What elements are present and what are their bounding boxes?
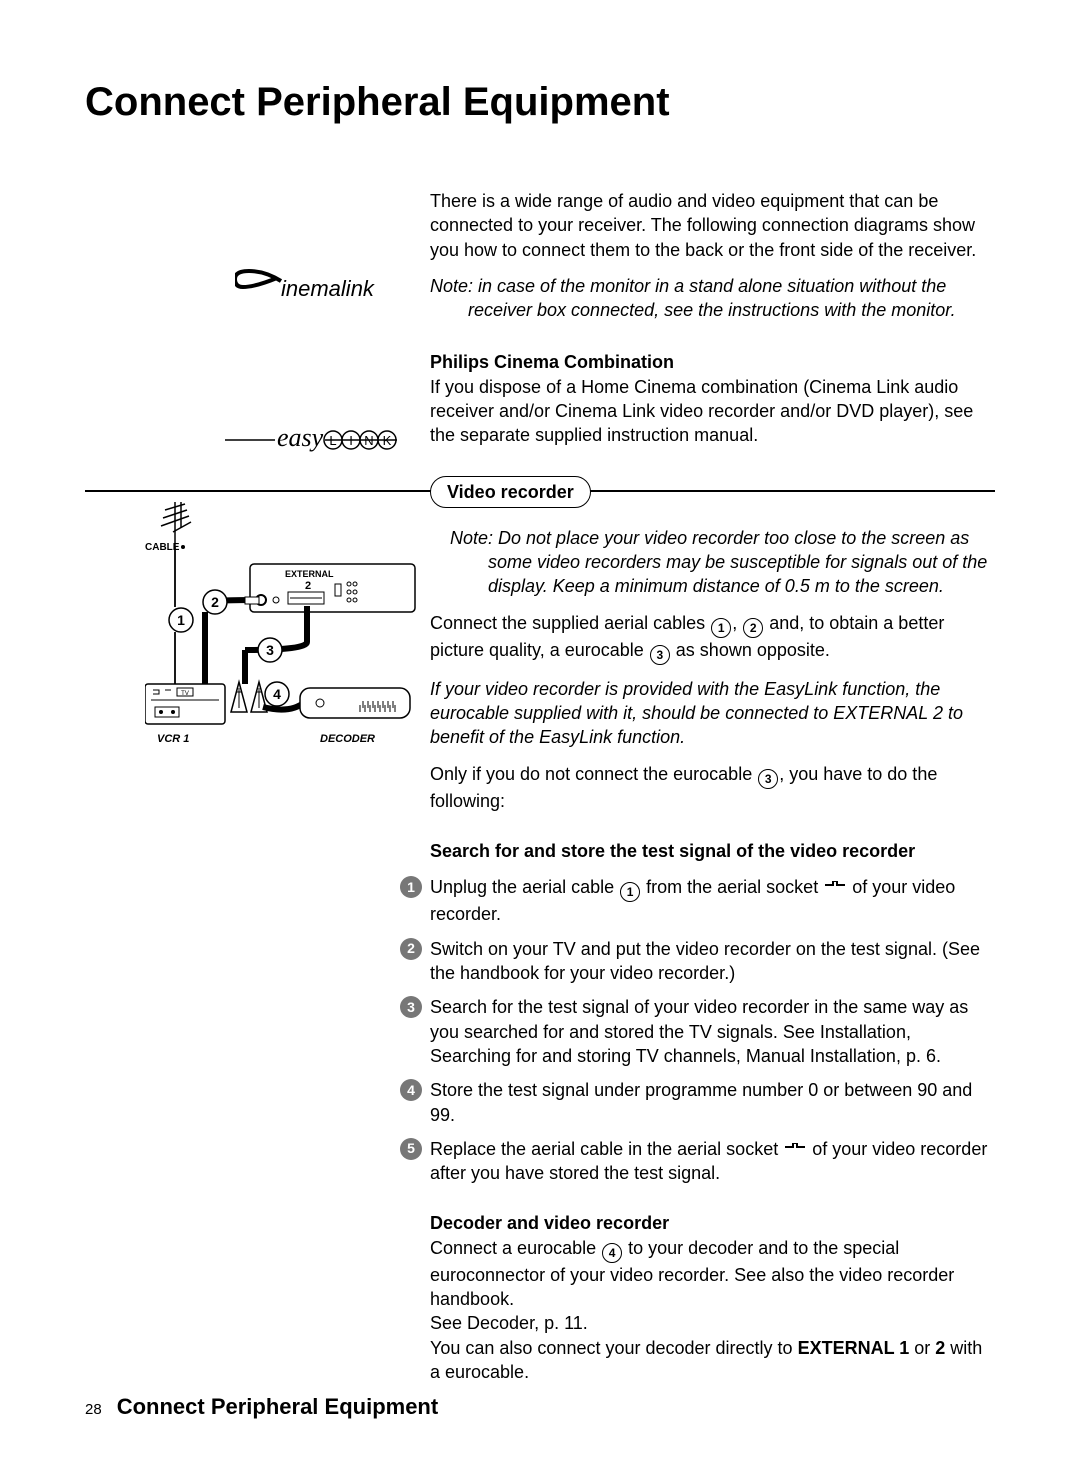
decoder-heading: Decoder and video recorder (430, 1213, 669, 1233)
video-recorder-heading: Video recorder (430, 476, 591, 508)
step-3: 3 Search for the test signal of your vid… (430, 995, 995, 1068)
vr-note: Note: Do not place your video recorder t… (450, 526, 995, 599)
step-bullet-icon: 2 (400, 938, 422, 960)
aerial-socket-icon (825, 881, 845, 895)
page-number: 28 (85, 1401, 102, 1418)
aerial-instruction: Connect the supplied aerial cables 1, 2 … (430, 611, 995, 665)
step-2: 2 Switch on your TV and put the video re… (430, 937, 995, 986)
intro-paragraph: There is a wide range of audio and video… (430, 189, 995, 262)
svg-text:2: 2 (211, 594, 219, 610)
page-title: Connect Peripheral Equipment (85, 75, 995, 129)
left-column: inemalink easy L I N K (85, 189, 430, 1396)
svg-text:easy: easy (277, 425, 324, 452)
step-5: 5 Replace the aerial cable in the aerial… (430, 1137, 995, 1186)
wiring-diagram: CABLE EXTERNAL 2 (145, 502, 430, 768)
svg-text:inemalink: inemalink (281, 276, 375, 301)
cinema-heading: Philips Cinema Combination (430, 352, 674, 372)
cinema-body: If you dispose of a Home Cinema combinat… (430, 377, 973, 446)
intro-note: Note: in case of the monitor in a stand … (430, 274, 995, 323)
svg-text:EXTERNAL: EXTERNAL (285, 569, 334, 579)
svg-text:1: 1 (177, 612, 185, 628)
aerial-socket-icon (785, 1143, 805, 1157)
svg-text:4: 4 (273, 686, 281, 702)
svg-text:VCR 1: VCR 1 (157, 733, 189, 745)
step-list: 1 Unplug the aerial cable 1 from the aer… (430, 875, 995, 1185)
step-4: 4 Store the test signal under programme … (430, 1078, 995, 1127)
svg-text:TV: TV (181, 691, 189, 697)
cinemalink-logo: inemalink (235, 269, 430, 315)
step-bullet-icon: 5 (400, 1138, 422, 1160)
easylink-note: If your video recorder is provided with … (430, 677, 995, 750)
page-footer: 28 Connect Peripheral Equipment (85, 1392, 438, 1422)
svg-text:3: 3 (266, 642, 274, 658)
footer-title: Connect Peripheral Equipment (117, 1394, 439, 1419)
only-if-line: Only if you do not connect the eurocable… (430, 762, 995, 813)
step-1: 1 Unplug the aerial cable 1 from the aer… (430, 875, 995, 926)
section-divider: Video recorder (85, 476, 995, 506)
decoder-body: Connect a eurocable 4 to your decoder an… (430, 1238, 982, 1382)
svg-text:DECODER: DECODER (320, 733, 375, 745)
easylink-logo: easy L I N K (225, 425, 430, 461)
right-column: There is a wide range of audio and video… (430, 189, 995, 1396)
svg-text:2: 2 (305, 580, 311, 592)
search-heading: Search for and store the test signal of … (430, 841, 915, 861)
